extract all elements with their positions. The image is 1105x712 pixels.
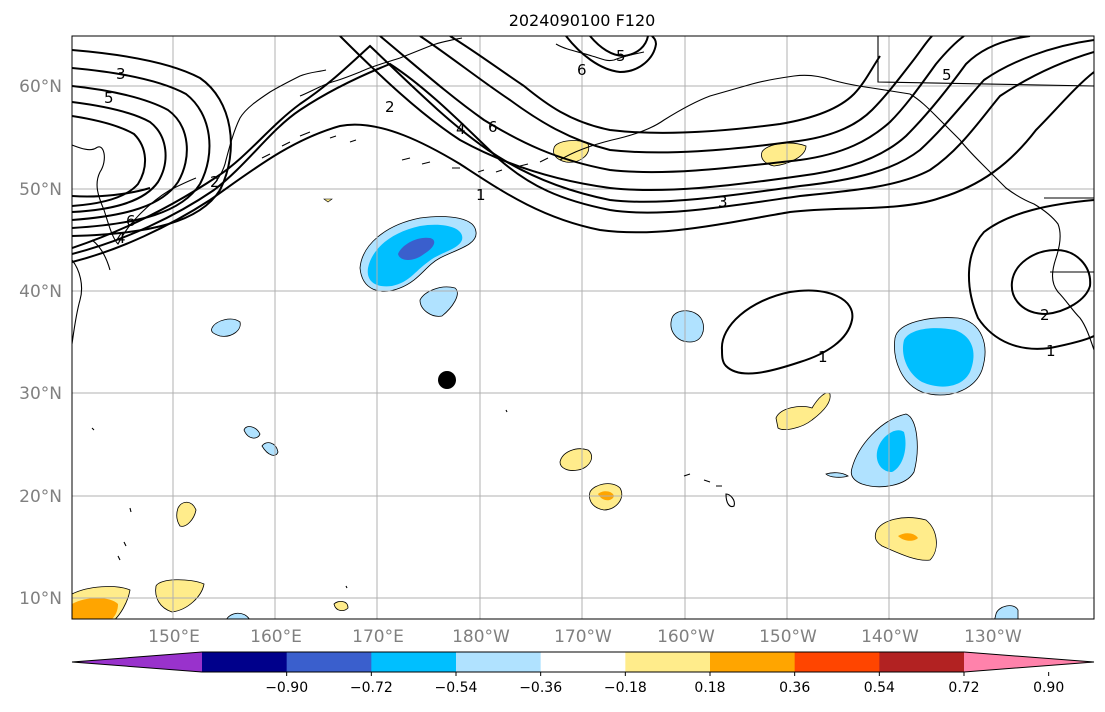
colorbar-tick-label: −0.90 bbox=[265, 680, 308, 696]
negative-anomaly-region bbox=[398, 237, 435, 260]
colorbar-tick-label: 0.18 bbox=[694, 680, 725, 696]
colorbar-segment bbox=[456, 652, 542, 672]
colorbar-tick-label: −0.54 bbox=[435, 680, 478, 696]
map-frame bbox=[71, 35, 1095, 620]
colorbar-tick-label: 0.36 bbox=[779, 680, 810, 696]
colorbar-segment bbox=[286, 652, 372, 672]
colorbar-segment bbox=[710, 652, 796, 672]
colorbar-segment bbox=[540, 652, 626, 672]
colorbar-segment bbox=[371, 652, 457, 672]
colorbar-segment bbox=[794, 652, 880, 672]
lon-label: 140°W bbox=[861, 627, 919, 647]
positive-anomaly-region bbox=[72, 598, 118, 619]
negative-anomaly-region bbox=[902, 328, 974, 387]
colorbar-tick-label: 0.90 bbox=[1033, 680, 1064, 696]
contour-label: 1 bbox=[818, 348, 828, 366]
lon-label: 150°E bbox=[148, 627, 200, 647]
positive-anomaly-region bbox=[898, 533, 918, 541]
colorbar-segment bbox=[879, 652, 965, 672]
negative-anomaly-region bbox=[876, 430, 906, 472]
lon-label: 160°W bbox=[657, 627, 715, 647]
lat-label: 50°N bbox=[19, 180, 62, 200]
lon-label: 170°E bbox=[352, 627, 404, 647]
contour-label: 4 bbox=[116, 229, 126, 247]
contour-label: 1 bbox=[1046, 342, 1056, 360]
longitude-labels: 150°E 160°E 170°E 180°W 170°W 160°W 150°… bbox=[148, 627, 1022, 647]
positive-anomaly-region bbox=[155, 579, 205, 613]
colorbar-tick-label: 0.72 bbox=[948, 680, 979, 696]
positive-anomaly-region bbox=[775, 392, 831, 430]
positive-anomaly-region bbox=[323, 198, 333, 203]
coastlines bbox=[72, 36, 1094, 589]
contour-label: 6 bbox=[126, 212, 136, 230]
contour-label: 2 bbox=[210, 173, 220, 191]
negative-anomaly-region bbox=[226, 612, 250, 619]
negative-anomaly-region bbox=[419, 286, 458, 317]
contour-label: 3 bbox=[116, 65, 126, 83]
negative-anomaly-region bbox=[243, 426, 261, 439]
colorbar-tick-label: −0.72 bbox=[350, 680, 393, 696]
contour-label: 5 bbox=[942, 66, 952, 84]
positive-anomaly-region bbox=[333, 600, 349, 612]
negative-anomaly-region bbox=[211, 318, 241, 337]
map-title: 2024090100 F120 bbox=[509, 11, 656, 30]
lon-label: 130°W bbox=[964, 627, 1022, 647]
lat-label: 40°N bbox=[19, 282, 62, 302]
negative-anomaly-region bbox=[994, 605, 1019, 619]
negative-anomaly-region bbox=[825, 472, 849, 478]
lat-label: 10°N bbox=[19, 589, 62, 609]
anomaly-fills bbox=[72, 140, 1019, 619]
contour-label: 2 bbox=[1040, 306, 1050, 324]
colorbar-segment bbox=[202, 652, 288, 672]
contour-label: 6 bbox=[577, 61, 587, 79]
negative-anomaly-region bbox=[670, 310, 704, 343]
latitude-labels: 60°N 50°N 40°N 30°N 20°N 10°N bbox=[19, 77, 62, 609]
contour-label: 6 bbox=[488, 118, 498, 136]
positive-anomaly-region bbox=[559, 448, 592, 471]
lon-label: 150°W bbox=[759, 627, 817, 647]
contour-label-group: 3 5 2 6 4 6 5 2 4 6 1 3 5 1 2 1 bbox=[104, 47, 1056, 366]
colorbar-extend-left bbox=[72, 652, 202, 672]
colorbar-tick-label: −0.18 bbox=[604, 680, 647, 696]
lon-label: 180°W bbox=[452, 627, 510, 647]
graticule bbox=[72, 36, 1094, 619]
lat-label: 20°N bbox=[19, 487, 62, 507]
contour-label: 1 bbox=[476, 186, 486, 204]
contour-label: 4 bbox=[456, 120, 466, 138]
lat-label: 60°N bbox=[19, 77, 62, 97]
lon-label: 160°E bbox=[250, 627, 302, 647]
lat-label: 30°N bbox=[19, 384, 62, 404]
point-marker bbox=[438, 371, 456, 389]
colorbar-tick-label: 0.54 bbox=[864, 680, 895, 696]
negative-anomaly-region bbox=[261, 442, 279, 456]
contour-label: 5 bbox=[616, 47, 626, 65]
positive-anomaly-region bbox=[176, 501, 197, 527]
contour-label: 5 bbox=[104, 89, 114, 107]
contour-label: 3 bbox=[718, 193, 728, 211]
contour-label: 2 bbox=[385, 98, 395, 116]
contour-lines bbox=[72, 36, 1094, 375]
colorbar-segment bbox=[625, 652, 711, 672]
lon-label: 170°W bbox=[554, 627, 612, 647]
colorbar-tick-label: −0.36 bbox=[519, 680, 562, 696]
colorbar: −0.90 −0.72 −0.54 −0.36 −0.18 0.18 0.36 0.54 0.7… bbox=[71, 651, 1095, 696]
colorbar-outline bbox=[71, 651, 1095, 673]
colorbar-extend-right bbox=[964, 652, 1094, 672]
